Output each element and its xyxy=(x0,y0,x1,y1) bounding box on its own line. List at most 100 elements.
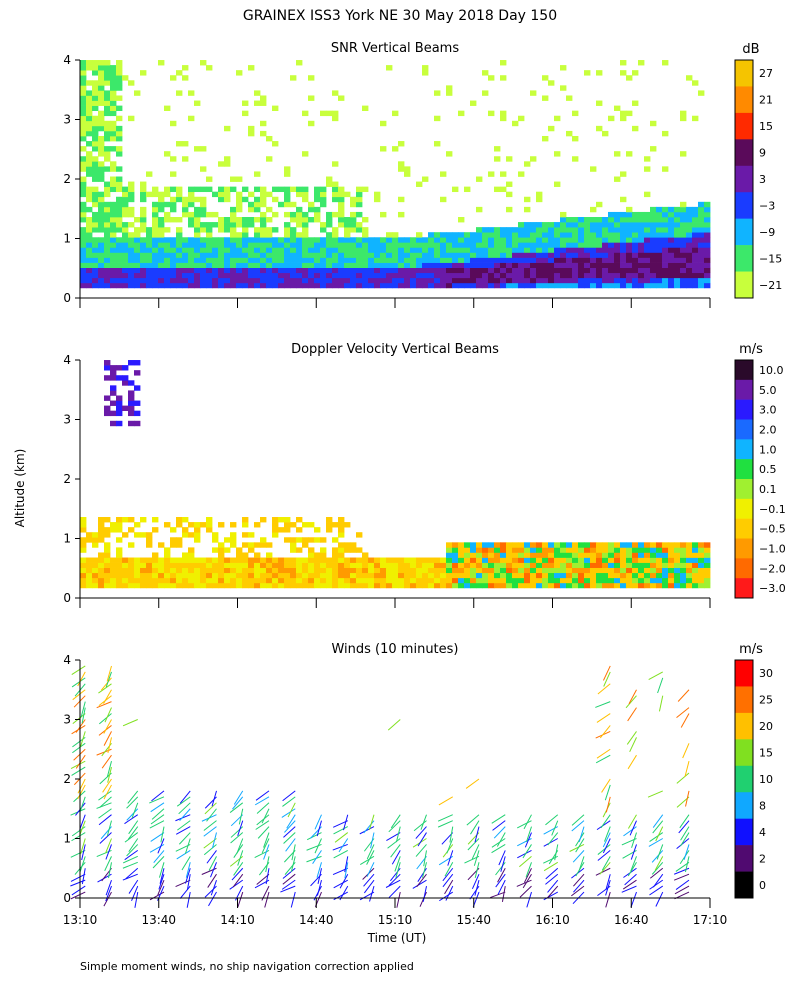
heatmap-cell xyxy=(614,562,621,568)
wind-barb xyxy=(604,826,611,842)
heatmap-cell xyxy=(146,252,153,258)
heatmap-cell xyxy=(278,527,285,533)
heatmap-cell xyxy=(116,272,123,279)
heatmap-cell xyxy=(416,577,423,584)
heatmap-cell xyxy=(626,262,633,268)
heatmap-cell xyxy=(110,120,117,127)
heatmap-cell xyxy=(698,277,705,284)
heatmap-cell xyxy=(440,557,447,563)
heatmap-cell xyxy=(134,370,141,376)
heatmap-cell xyxy=(338,257,345,263)
heatmap-cell xyxy=(584,227,591,233)
heatmap-cell xyxy=(338,522,345,528)
wind-barb xyxy=(181,856,191,871)
heatmap-cell xyxy=(584,272,591,279)
heatmap-cell xyxy=(482,282,489,289)
heatmap-cell xyxy=(686,206,693,213)
heatmap-cell xyxy=(344,282,351,289)
heatmap-cell xyxy=(422,252,429,258)
heatmap-cell xyxy=(518,237,525,243)
heatmap-cell xyxy=(608,227,615,233)
wind-barb xyxy=(79,820,86,836)
heatmap-cell xyxy=(92,227,99,233)
heatmap-cell xyxy=(392,146,399,152)
heatmap-cell xyxy=(614,552,621,558)
heatmap-cell xyxy=(350,272,357,279)
heatmap-cell xyxy=(290,537,297,543)
heatmap-cell xyxy=(92,176,99,182)
heatmap-cell xyxy=(680,151,687,157)
heatmap-cell xyxy=(272,267,279,274)
heatmap-cell xyxy=(116,237,123,243)
heatmap-cell xyxy=(134,90,141,96)
heatmap-cell xyxy=(116,257,123,263)
wind-barb xyxy=(501,886,506,902)
heatmap-cell xyxy=(578,547,585,553)
heatmap-cell xyxy=(686,75,693,81)
heatmap-cell xyxy=(254,227,261,233)
wind-barb xyxy=(680,826,690,841)
heatmap-cell xyxy=(122,201,129,208)
heatmap-cell xyxy=(590,262,597,268)
heatmap-cell xyxy=(338,247,345,253)
heatmap-cell xyxy=(392,567,399,574)
heatmap-cell xyxy=(176,186,183,193)
heatmap-cell xyxy=(446,582,453,589)
heatmap-cell xyxy=(140,181,147,187)
heatmap-cell xyxy=(452,562,459,568)
heatmap-cell xyxy=(596,227,603,233)
heatmap-cell xyxy=(374,282,381,289)
heatmap-cell xyxy=(224,572,231,579)
heatmap-cell xyxy=(500,577,507,584)
heatmap-cell xyxy=(236,232,243,238)
heatmap-cell xyxy=(614,547,621,553)
heatmap-cell xyxy=(182,65,189,71)
heatmap-cell xyxy=(632,232,639,238)
heatmap-cell xyxy=(188,522,195,528)
heatmap-cell xyxy=(278,567,285,574)
heatmap-cell xyxy=(656,557,663,563)
heatmap-cell xyxy=(518,542,525,548)
heatmap-cell xyxy=(332,232,339,238)
heatmap-cell xyxy=(128,567,135,574)
heatmap-cell xyxy=(116,572,123,579)
heatmap-cell xyxy=(656,227,663,233)
heatmap-cell xyxy=(656,262,663,268)
heatmap-cell xyxy=(326,262,333,268)
colorbar-unit: dB xyxy=(742,42,759,57)
heatmap-cell xyxy=(266,242,273,248)
heatmap-cell xyxy=(662,60,669,66)
wind-barb xyxy=(283,832,296,844)
wind-barb xyxy=(100,677,112,691)
heatmap-cell xyxy=(206,247,213,253)
heatmap-cell xyxy=(590,232,597,238)
heatmap-cell xyxy=(356,237,363,243)
heatmap-cell xyxy=(662,247,669,253)
heatmap-cell xyxy=(470,282,477,289)
heatmap-cell xyxy=(302,237,309,243)
heatmap-cell xyxy=(608,277,615,284)
heatmap-cell xyxy=(182,282,189,289)
heatmap-cell xyxy=(350,542,357,548)
wind-barb xyxy=(491,838,506,848)
heatmap-cell xyxy=(704,572,711,579)
heatmap-cell xyxy=(314,572,321,579)
heatmap-cell xyxy=(260,196,267,203)
heatmap-cell xyxy=(260,95,267,101)
heatmap-cell xyxy=(122,517,129,523)
heatmap-cell xyxy=(272,105,279,112)
wind-barb xyxy=(157,879,165,896)
heatmap-cell xyxy=(116,282,123,289)
heatmap-cell xyxy=(296,232,303,238)
heatmap-cell xyxy=(680,217,687,223)
heatmap-cell xyxy=(566,130,573,137)
heatmap-cell xyxy=(224,247,231,253)
heatmap-cell xyxy=(188,277,195,284)
x-axis-label: Time (UT) xyxy=(367,931,427,945)
heatmap-cell xyxy=(224,267,231,274)
heatmap-cell xyxy=(452,552,459,558)
wind-barb xyxy=(685,790,690,807)
heatmap-cell xyxy=(86,125,93,132)
heatmap-cell xyxy=(698,206,705,213)
heatmap-cell xyxy=(380,267,387,274)
